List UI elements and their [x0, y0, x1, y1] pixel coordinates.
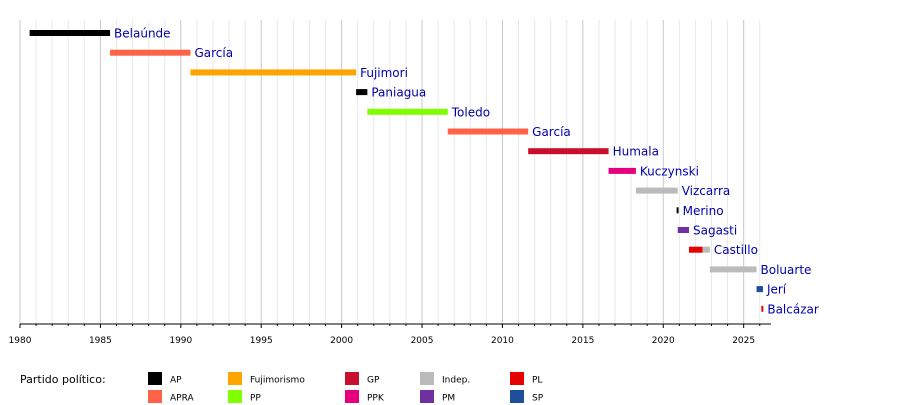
x-tick-label: 1980 — [9, 336, 32, 346]
president-name-label: Castillo — [714, 243, 758, 257]
term-bar — [676, 207, 679, 214]
president-name-label: García — [194, 46, 233, 60]
legend-swatch — [345, 372, 359, 385]
term-bars — [29, 30, 764, 312]
term-bar — [635, 187, 678, 194]
president-name-label: García — [532, 125, 571, 139]
legend-label: Indep. — [442, 376, 470, 386]
president-name-label: Merino — [683, 204, 724, 218]
term-bar — [447, 128, 529, 135]
term-bar — [677, 227, 689, 233]
term-bar — [702, 246, 710, 253]
term-bar — [367, 108, 448, 115]
legend-swatch — [420, 390, 434, 403]
term-bar — [756, 286, 763, 293]
legend-swatch — [420, 372, 434, 385]
legend-label: PM — [442, 394, 455, 404]
legend-swatch — [148, 372, 162, 385]
president-name-label: Sagasti — [693, 224, 737, 238]
party-legend: Partido político: AP APRA Fujimorismo PP GP P… — [20, 372, 544, 404]
legend-label: PL — [532, 376, 542, 386]
term-bar — [356, 89, 368, 96]
president-name-label: Boluarte — [761, 263, 812, 277]
legend-label: AP — [170, 376, 182, 386]
legend-label: PP — [250, 394, 261, 404]
legend-label: APRA — [170, 394, 194, 404]
x-tick-label: 1985 — [89, 336, 112, 346]
term-bar — [29, 30, 111, 36]
term-bar — [688, 246, 703, 253]
legend-swatch — [148, 390, 162, 403]
legend-swatch — [510, 390, 524, 403]
term-bar — [761, 305, 764, 312]
legend-label: PPK — [367, 394, 385, 404]
president-name-label: Balcázar — [767, 302, 819, 316]
x-tick-label: 2015 — [571, 336, 594, 346]
term-bar — [709, 266, 757, 273]
legend-swatch — [345, 390, 359, 403]
president-name-label: Paniagua — [371, 86, 426, 100]
president-name-label: Fujimori — [360, 66, 408, 80]
x-tick-label: 2000 — [330, 336, 353, 346]
legend-label: SP — [532, 394, 544, 404]
x-tick-label: 2005 — [411, 336, 434, 346]
term-bar — [528, 148, 609, 155]
x-tick-label: 2020 — [652, 336, 675, 346]
legend-label: Fujimorismo — [250, 376, 305, 386]
x-tick-label: 2025 — [732, 336, 755, 346]
term-bar — [608, 167, 636, 174]
president-name-label: Toledo — [451, 105, 490, 119]
president-name-label: Kuczynski — [640, 164, 699, 178]
x-tick-label: 1990 — [169, 336, 192, 346]
legend-swatch — [510, 372, 524, 385]
legend-swatch — [228, 372, 242, 385]
x-tick-label: 1995 — [250, 336, 273, 346]
president-name-label: Jerí — [766, 283, 787, 297]
term-bar — [110, 49, 191, 56]
president-name-label: Belaúnde — [114, 27, 171, 41]
president-name-label: Humala — [613, 145, 659, 159]
president-labels: Belaúnde García Fujimori Paniagua Toledo Garc… — [114, 27, 819, 317]
legend-swatch — [228, 390, 242, 403]
legend-title: Partido político: — [20, 373, 106, 386]
president-name-label: Vizcarra — [682, 184, 731, 198]
x-axis: 1980 1985 1990 1995 2000 2005 2010 2015 2020 2025 — [9, 323, 771, 346]
x-tick-label: 2010 — [491, 336, 514, 346]
term-bar — [190, 69, 357, 76]
legend-label: GP — [367, 376, 380, 386]
